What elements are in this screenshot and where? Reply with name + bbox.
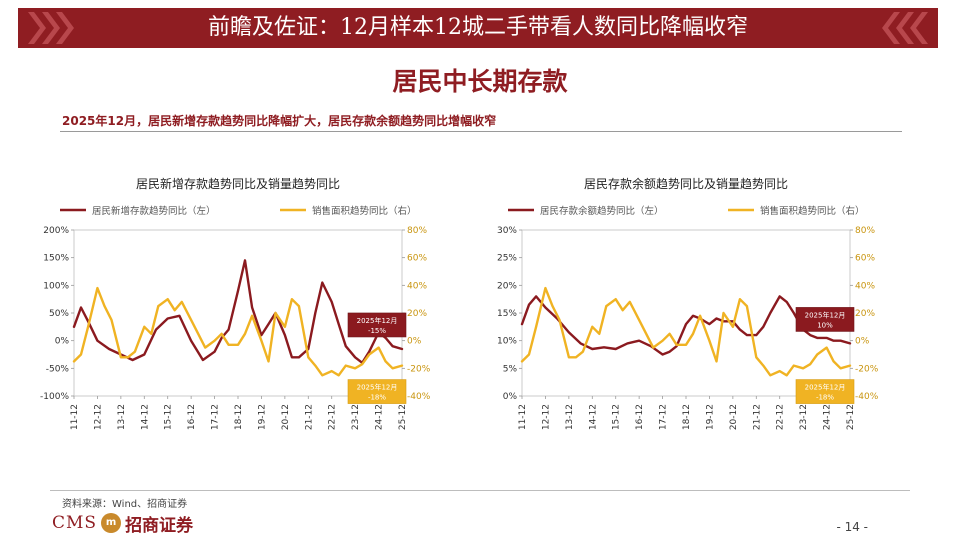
legend-label: 销售面积趋势同比（右） [312, 205, 417, 217]
callout-line1: 2025年12月 [357, 383, 398, 392]
x-tick-label: 18-12 [234, 404, 244, 430]
left-tick-label: -100% [40, 392, 69, 402]
left-tick-label: 150% [43, 254, 69, 264]
x-tick-label: 15-12 [612, 404, 622, 430]
x-tick-label: 18-12 [682, 404, 692, 430]
chevron-left-decoration-icon [28, 12, 74, 44]
right-tick-label: 80% [855, 226, 875, 236]
callout-line2: -18% [816, 394, 834, 402]
legend-label: 居民存款余额趋势同比（左） [540, 205, 664, 217]
x-tick-label: 24-12 [823, 404, 833, 430]
right-tick-label: 40% [855, 281, 875, 291]
x-tick-label: 22-12 [328, 404, 338, 430]
right-tick-label: 0% [407, 337, 422, 347]
x-tick-label: 14-12 [140, 404, 150, 430]
x-tick-label: 21-12 [752, 404, 762, 430]
x-tick-label: 25-12 [846, 404, 856, 430]
callout-line2: -15% [368, 327, 386, 335]
right-tick-label: 60% [855, 254, 875, 264]
right-tick-label: -20% [407, 364, 431, 374]
subtitle-divider [60, 131, 902, 132]
callout-line2: 10% [817, 321, 833, 329]
series-line-sales-area [520, 286, 852, 377]
header-banner: 前瞻及佐证：12月样本12城二手带看人数同比降幅收窄 [18, 8, 938, 48]
x-tick-label: 13-12 [565, 404, 575, 430]
x-tick-label: 23-12 [799, 404, 809, 430]
x-tick-label: 12-12 [541, 404, 551, 430]
series-line-deposits [72, 259, 404, 365]
page-title: 前瞻及佐证：12月样本12城二手带看人数同比降幅收窄 [208, 15, 748, 40]
legend-label: 销售面积趋势同比（右） [760, 205, 865, 217]
callout-box-gold [347, 379, 407, 404]
left-tick-label: -50% [46, 364, 70, 374]
right-tick-label: 20% [855, 309, 875, 319]
x-tick-label: 13-12 [117, 404, 127, 430]
left-tick-label: 50% [49, 309, 69, 319]
right-tick-label: 60% [407, 254, 427, 264]
section-subtitle: 2025年12月，居民新增存款趋势同比降幅扩大，居民存款余额趋势同比增幅收窄 [62, 114, 497, 128]
footer-divider [50, 490, 910, 491]
source-note: 资料来源：Wind、招商证券 [62, 499, 188, 510]
callout-line1: 2025年12月 [805, 310, 846, 319]
x-tick-label: 12-12 [93, 404, 103, 430]
left-tick-label: 25% [497, 254, 517, 264]
left-tick-label: 0% [55, 337, 70, 347]
left-tick-label: 30% [497, 226, 517, 236]
x-tick-label: 17-12 [659, 404, 669, 430]
section-title: 居民中长期存款 [392, 67, 568, 96]
x-tick-label: 11-12 [70, 404, 80, 430]
right-tick-label: -40% [407, 392, 431, 402]
left-tick-label: 10% [497, 337, 517, 347]
callout-box-red [795, 307, 855, 332]
callout-box-red [347, 312, 407, 338]
logo-mark-icon: m [101, 513, 122, 533]
logo-text-cms: CMS [52, 513, 98, 533]
page-number: - 14 - [836, 520, 868, 534]
right-tick-label: -20% [855, 364, 879, 374]
right-tick-label: -40% [855, 392, 879, 402]
logo-text-cn: 招商证券 [125, 515, 194, 536]
cms-logo: CMS m 招商证券 [52, 509, 193, 537]
callout-line2: -18% [368, 394, 386, 402]
x-tick-label: 16-12 [635, 404, 645, 430]
x-tick-label: 14-12 [588, 404, 598, 430]
left-tick-label: 5% [503, 364, 518, 374]
right-tick-label: 80% [407, 226, 427, 236]
left-tick-label: 100% [43, 281, 69, 291]
x-tick-label: 11-12 [518, 404, 528, 430]
left-tick-label: 15% [497, 309, 517, 319]
callout-line1: 2025年12月 [805, 383, 846, 392]
x-tick-label: 25-12 [398, 404, 408, 430]
x-tick-label: 19-12 [705, 404, 715, 430]
legend-label: 居民新增存款趋势同比（左） [92, 205, 216, 217]
x-tick-label: 19-12 [257, 404, 267, 430]
x-tick-label: 17-12 [211, 404, 221, 430]
x-tick-label: 22-12 [776, 404, 786, 430]
right-tick-label: 0% [855, 337, 870, 347]
left-tick-label: 20% [497, 281, 517, 291]
x-tick-label: 20-12 [729, 404, 739, 430]
right-tick-label: 20% [407, 309, 427, 319]
callout-line1: 2025年12月 [357, 316, 398, 325]
callout-box-gold [795, 379, 855, 404]
right-tick-label: 40% [407, 281, 427, 291]
x-tick-label: 16-12 [187, 404, 197, 430]
series-line-sales-area [72, 286, 404, 377]
x-tick-label: 21-12 [304, 404, 314, 430]
x-tick-label: 24-12 [375, 404, 385, 430]
chart-title: 居民存款余额趋势同比及销量趋势同比 [584, 176, 788, 191]
x-tick-label: 15-12 [164, 404, 174, 430]
x-tick-label: 23-12 [351, 404, 361, 430]
x-tick-label: 20-12 [281, 404, 291, 430]
chart-title: 居民新增存款趋势同比及销量趋势同比 [136, 176, 340, 191]
chevron-right-decoration-icon [882, 12, 928, 44]
left-tick-label: 200% [43, 226, 69, 236]
left-tick-label: 0% [503, 392, 518, 402]
